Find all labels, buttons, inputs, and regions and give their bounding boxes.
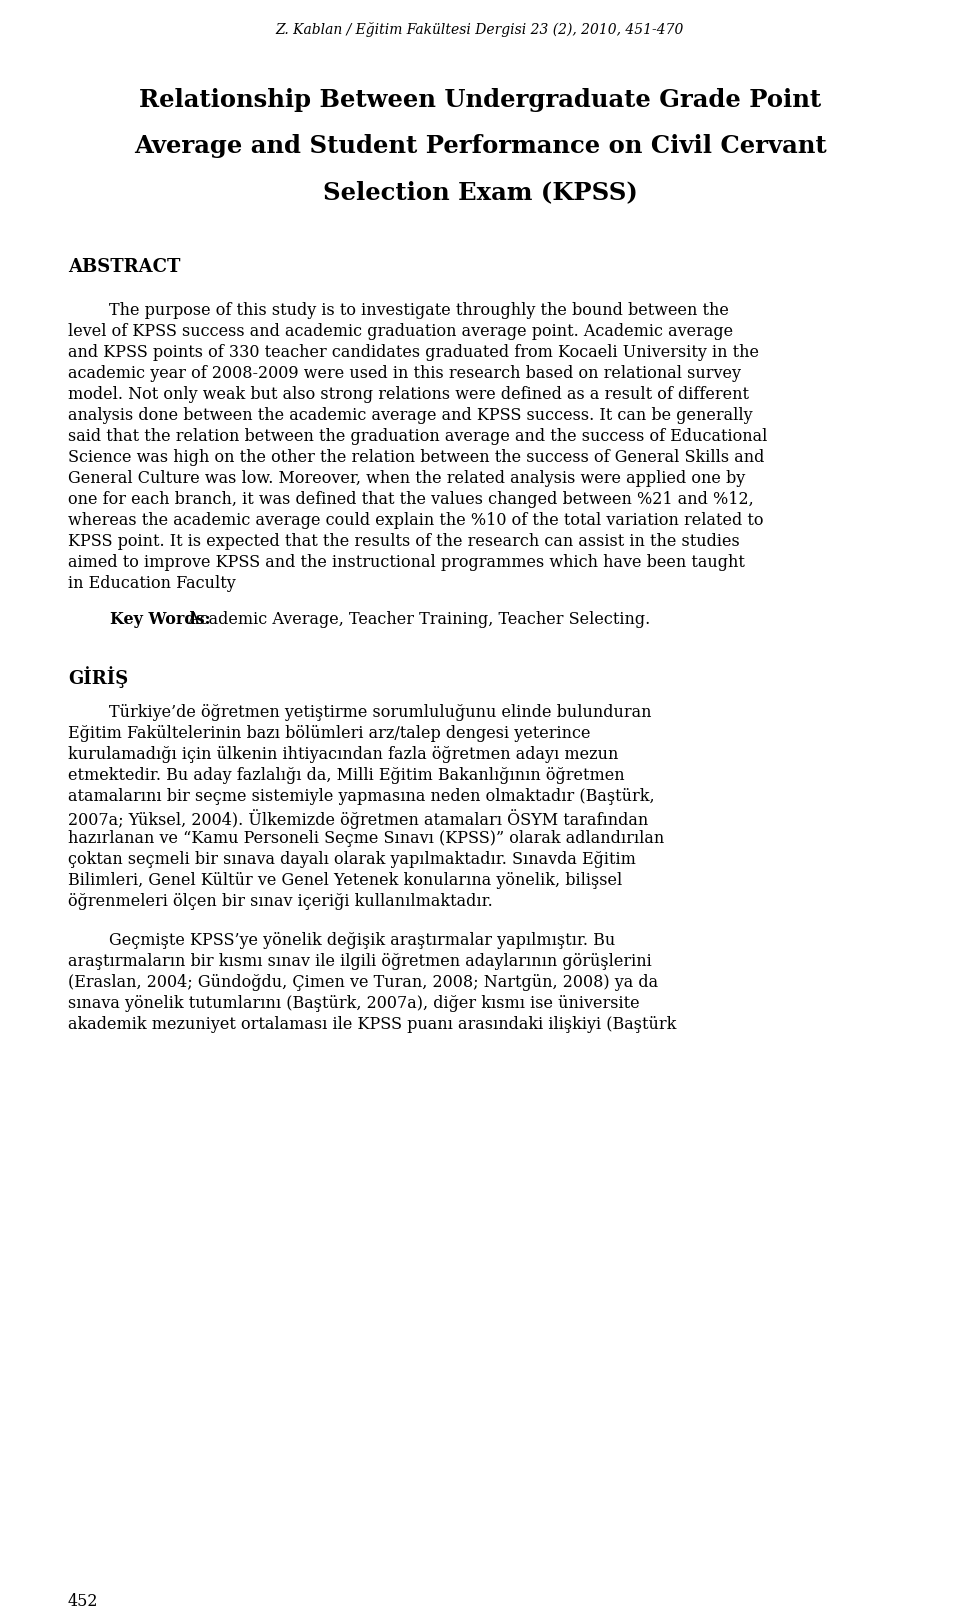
Text: akademik mezuniyet ortalaması ile KPSS puanı arasındaki ilişkiyi (Baştürk: akademik mezuniyet ortalaması ile KPSS p… [68, 1016, 677, 1032]
Text: and KPSS points of 330 teacher candidates graduated from Kocaeli University in t: and KPSS points of 330 teacher candidate… [68, 344, 759, 360]
Text: academic year of 2008-2009 were used in this research based on relational survey: academic year of 2008-2009 were used in … [68, 365, 741, 381]
Text: General Culture was low. Moreover, when the related analysis were applied one by: General Culture was low. Moreover, when … [68, 471, 745, 487]
Text: Selection Exam (KPSS): Selection Exam (KPSS) [323, 180, 637, 204]
Text: Eğitim Fakültelerinin bazı bölümleri arz/talep dengesi yeterince: Eğitim Fakültelerinin bazı bölümleri arz… [68, 725, 590, 742]
Text: 2007a; Yüksel, 2004). Ülkemizde öğretmen atamaları ÖSYM tarafından: 2007a; Yüksel, 2004). Ülkemizde öğretmen… [68, 808, 648, 829]
Text: Science was high on the other the relation between the success of General Skills: Science was high on the other the relati… [68, 450, 764, 466]
Text: Z. Kablan / Eğitim Fakültesi Dergisi 23 (2), 2010, 451-470: Z. Kablan / Eğitim Fakültesi Dergisi 23 … [276, 23, 684, 37]
Text: Bilimleri, Genel Kültür ve Genel Yetenek konularına yönelik, bilişsel: Bilimleri, Genel Kültür ve Genel Yetenek… [68, 872, 622, 889]
Text: Academic Average, Teacher Training, Teacher Selecting.: Academic Average, Teacher Training, Teac… [183, 610, 650, 628]
Text: Average and Student Performance on Civil Cervant: Average and Student Performance on Civil… [133, 135, 827, 157]
Text: model. Not only weak but also strong relations were defined as a result of diffe: model. Not only weak but also strong rel… [68, 386, 749, 403]
Text: KPSS point. It is expected that the results of the research can assist in the st: KPSS point. It is expected that the resu… [68, 532, 740, 550]
Text: hazırlanan ve “Kamu Personeli Seçme Sınavı (KPSS)” olarak adlandırılan: hazırlanan ve “Kamu Personeli Seçme Sına… [68, 829, 664, 847]
Text: Türkiye’de öğretmen yetiştirme sorumluluğunu elinde bulunduran: Türkiye’de öğretmen yetiştirme sorumlulu… [68, 704, 652, 721]
Text: in Education Faculty: in Education Faculty [68, 575, 236, 592]
Text: atamalarını bir seçme sistemiyle yapmasına neden olmaktadır (Baştürk,: atamalarını bir seçme sistemiyle yapması… [68, 789, 655, 805]
Text: aimed to improve KPSS and the instructional programmes which have been taught: aimed to improve KPSS and the instructio… [68, 553, 745, 571]
Text: çoktan seçmeli bir sınava dayalı olarak yapılmaktadır. Sınavda Eğitim: çoktan seçmeli bir sınava dayalı olarak … [68, 850, 636, 868]
Text: The purpose of this study is to investigate throughly the bound between the: The purpose of this study is to investig… [68, 302, 729, 320]
Text: said that the relation between the graduation average and the success of Educati: said that the relation between the gradu… [68, 428, 767, 445]
Text: one for each branch, it was defined that the values changed between %21 and %12,: one for each branch, it was defined that… [68, 492, 754, 508]
Text: GİRİŞ: GİRİŞ [68, 665, 129, 688]
Text: araştırmaların bir kısmı sınav ile ilgili öğretmen adaylarının görüşlerini: araştırmaların bir kısmı sınav ile ilgil… [68, 953, 652, 971]
Text: (Eraslan, 2004; Gündoğdu, Çimen ve Turan, 2008; Nartgün, 2008) ya da: (Eraslan, 2004; Gündoğdu, Çimen ve Turan… [68, 974, 659, 992]
Text: ABSTRACT: ABSTRACT [68, 258, 180, 276]
Text: kurulamadığı için ülkenin ihtiyacından fazla öğretmen adayı mezun: kurulamadığı için ülkenin ihtiyacından f… [68, 747, 618, 763]
Text: Geçmişte KPSS’ye yönelik değişik araştırmalar yapılmıştır. Bu: Geçmişte KPSS’ye yönelik değişik araştır… [68, 932, 615, 949]
Text: analysis done between the academic average and KPSS success. It can be generally: analysis done between the academic avera… [68, 407, 753, 424]
Text: Key Words:: Key Words: [110, 610, 210, 628]
Text: whereas the academic average could explain the %10 of the total variation relate: whereas the academic average could expla… [68, 511, 763, 529]
Text: 452: 452 [68, 1594, 99, 1610]
Text: Relationship Between Undergraduate Grade Point: Relationship Between Undergraduate Grade… [139, 88, 821, 112]
Text: öğrenmeleri ölçen bir sınav içeriği kullanılmaktadır.: öğrenmeleri ölçen bir sınav içeriği kull… [68, 893, 492, 911]
Text: level of KPSS success and academic graduation average point. Academic average: level of KPSS success and academic gradu… [68, 323, 733, 339]
Text: sınava yönelik tutumlarını (Baştürk, 2007a), diğer kısmı ise üniversite: sınava yönelik tutumlarını (Baştürk, 200… [68, 995, 639, 1013]
Text: etmektedir. Bu aday fazlalığı da, Milli Eğitim Bakanlığının öğretmen: etmektedir. Bu aday fazlalığı da, Milli … [68, 768, 625, 784]
